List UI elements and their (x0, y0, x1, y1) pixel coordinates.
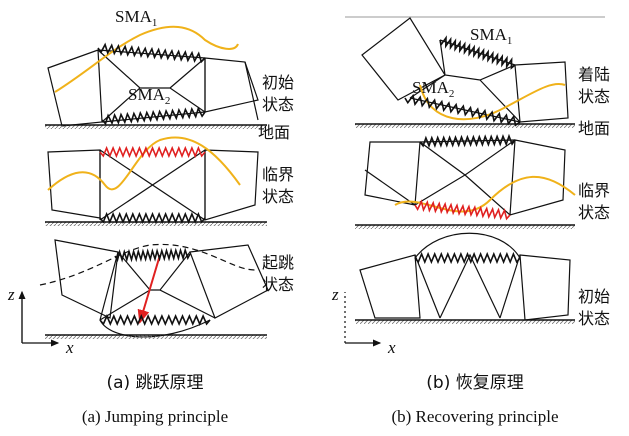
axis-label: z (7, 285, 15, 304)
block (48, 50, 102, 126)
state-label: 状态 (578, 87, 610, 106)
spring (102, 109, 205, 124)
block (190, 245, 268, 318)
state-label: 初始 (262, 73, 294, 92)
caption: (a) Jumping principle (82, 407, 228, 426)
axis-label: x (387, 338, 396, 357)
state-label: 临界 (262, 165, 294, 184)
caption: (b) Recovering principle (391, 407, 558, 426)
sma1-label: SMA1 (470, 25, 512, 47)
jump-arrow (140, 255, 160, 322)
block (205, 150, 258, 220)
sma1-label: SMA1 (115, 7, 157, 29)
block (520, 255, 570, 320)
block (365, 142, 420, 205)
ground-label: 地面 (258, 123, 290, 142)
axis-label: x (65, 338, 74, 357)
spring (405, 96, 520, 126)
shapes (22, 18, 575, 343)
state-label: 起跳 (262, 253, 294, 272)
state-label: 状态 (262, 275, 294, 294)
links (100, 150, 205, 220)
links (415, 233, 520, 318)
ground-label: 地面 (578, 119, 610, 138)
axis-label: z (331, 285, 339, 304)
sma-wire (48, 137, 240, 190)
spring (100, 316, 210, 324)
state-label: 状态 (262, 187, 294, 206)
state-label: 临界 (578, 181, 610, 200)
spring (115, 250, 190, 260)
caption: (b) 恢复原理 (426, 373, 523, 393)
state-label: 初始 (578, 287, 610, 306)
caption: (a) 跳跃原理 (106, 373, 203, 393)
sma-wire (55, 27, 238, 92)
block (360, 255, 420, 318)
sma2-label: SMA2 (128, 85, 170, 107)
sma2-label: SMA2 (412, 78, 454, 100)
spring (100, 214, 205, 222)
spring (98, 45, 205, 62)
diagram: SMA1 SMA2 初始 状态 地面 临界 状态 起跳 状态 z x (a) 跳… (0, 0, 629, 436)
state-label: 着陆 (578, 65, 610, 84)
state-label: 状态 (578, 309, 610, 328)
spring (100, 148, 205, 156)
block (515, 62, 568, 122)
state-label: 状态 (262, 95, 294, 114)
state-label: 状态 (578, 203, 610, 222)
